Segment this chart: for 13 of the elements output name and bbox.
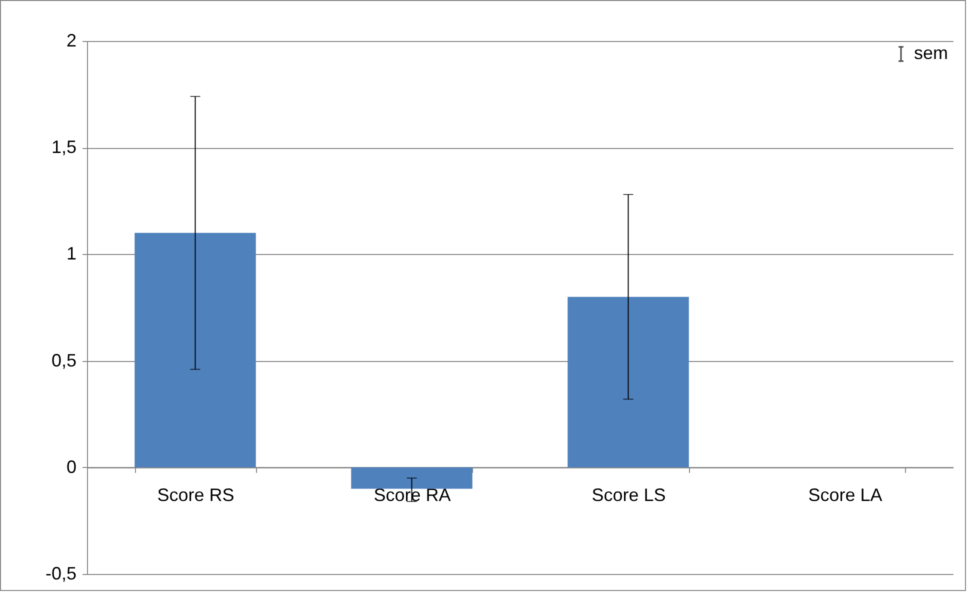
x-tick-label: Score LA [808,484,882,505]
x-tick-label: Score RS [157,484,234,505]
y-tick-label: 2 [66,30,76,50]
y-tick-label: 0,5 [51,350,76,370]
y-tick-label: 0 [66,456,76,477]
x-tick-label: Score LS [592,484,666,505]
y-tick-label: 1,5 [51,137,76,158]
bar [351,467,472,489]
annotation: sem [914,43,948,63]
bar [134,232,256,468]
y-tick-label: -0,5 [45,564,76,584]
bar [568,296,689,468]
y-tick-label: 1 [66,244,76,264]
